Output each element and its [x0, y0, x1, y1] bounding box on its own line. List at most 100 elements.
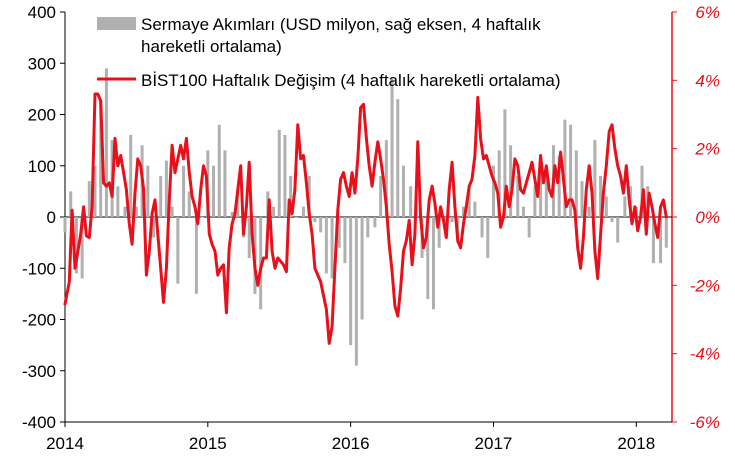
y-left-tick-label: 100	[28, 157, 56, 176]
bar	[69, 191, 73, 217]
bar	[104, 68, 108, 217]
bar	[616, 217, 620, 243]
bar	[366, 217, 370, 238]
bar	[200, 217, 204, 218]
bar	[337, 217, 341, 248]
y-right-tick-label: 4%	[695, 71, 720, 90]
bar	[319, 217, 323, 233]
legend-label-bars-line1: Sermaye Akımları (USD milyon, sağ eksen,…	[141, 15, 541, 34]
bar	[176, 217, 180, 284]
y-left-tick-label: 300	[28, 54, 56, 73]
bar	[80, 217, 84, 279]
bar	[360, 217, 364, 320]
bar	[164, 160, 168, 217]
bar	[283, 135, 287, 217]
bar	[390, 78, 394, 217]
bar	[182, 165, 186, 217]
bar	[313, 217, 317, 223]
y-left-tick-label: -100	[22, 259, 56, 278]
bar	[461, 206, 465, 217]
line-series	[63, 92, 668, 345]
bar	[557, 155, 561, 217]
x-tick-label: 2016	[332, 434, 370, 453]
y-right-tick-label: 0%	[695, 208, 720, 227]
bar	[170, 206, 174, 217]
y-left-tick-label: 200	[28, 106, 56, 125]
bar	[544, 170, 548, 217]
bar	[217, 124, 221, 217]
bar	[187, 191, 191, 217]
bar	[401, 165, 405, 217]
bar	[307, 176, 311, 217]
bar	[63, 217, 67, 233]
bar	[431, 217, 435, 310]
bar	[587, 206, 591, 217]
bar	[651, 217, 655, 264]
bar	[467, 186, 471, 217]
bar	[409, 186, 413, 217]
bar	[159, 176, 163, 217]
bar	[503, 109, 507, 217]
y-left-tick-label: -300	[22, 362, 56, 381]
bar	[129, 135, 133, 217]
bar	[212, 165, 216, 217]
bar	[659, 217, 663, 264]
bar	[491, 165, 495, 217]
y-left-tick-label: -200	[22, 311, 56, 330]
y-left-tick-label: 0	[47, 208, 56, 227]
bar	[289, 176, 293, 217]
x-tick-label: 2015	[189, 434, 227, 453]
bar	[623, 196, 627, 217]
legend-swatch-bars	[97, 17, 136, 30]
bar	[580, 181, 584, 217]
bar	[497, 150, 501, 217]
bar	[93, 165, 97, 217]
legend-label-bars-line2: hareketli ortalama)	[141, 37, 282, 56]
bar	[569, 124, 573, 217]
bar	[146, 165, 150, 217]
bar	[426, 217, 430, 299]
bar	[604, 196, 608, 217]
x-tick-label: 2018	[617, 434, 655, 453]
bar	[450, 217, 454, 223]
y-right-tick-label: -2%	[690, 276, 720, 295]
bar	[527, 217, 531, 238]
bist100-line	[63, 92, 668, 345]
x-tick-label: 2014	[46, 434, 84, 453]
bar	[152, 217, 156, 238]
bar	[610, 217, 614, 223]
bar	[593, 140, 597, 217]
bar	[599, 176, 603, 217]
bar	[277, 129, 281, 217]
bar	[116, 186, 120, 217]
bar	[99, 99, 103, 217]
bar	[521, 206, 525, 217]
bar	[437, 217, 441, 248]
bar	[384, 140, 388, 217]
bar	[134, 206, 138, 217]
tick-labels: 400 300 200 100 0 -100 -200 -300 -400 6% 4% 2% 0% -2%…	[22, 3, 720, 453]
y-right-tick-label: -6%	[690, 413, 720, 432]
bar-series	[63, 68, 668, 366]
bar	[664, 217, 668, 248]
bar	[349, 217, 353, 346]
bar	[302, 206, 306, 217]
bar	[473, 201, 477, 217]
y-right-tick-label: 2%	[694, 140, 720, 159]
bar	[123, 206, 127, 217]
bar	[480, 217, 484, 238]
bar	[516, 176, 520, 217]
bar	[330, 217, 334, 279]
bar	[509, 145, 513, 217]
bar	[272, 206, 276, 217]
bar	[74, 217, 78, 274]
bar	[379, 176, 383, 217]
legend: Sermaye Akımları (USD milyon, sağ eksen,…	[97, 15, 561, 90]
bar	[324, 217, 328, 274]
bar	[574, 150, 578, 217]
x-tick-label: 2017	[475, 434, 513, 453]
bar	[236, 191, 240, 217]
y-right-tick-label: -4%	[690, 345, 720, 364]
bar	[373, 217, 377, 228]
